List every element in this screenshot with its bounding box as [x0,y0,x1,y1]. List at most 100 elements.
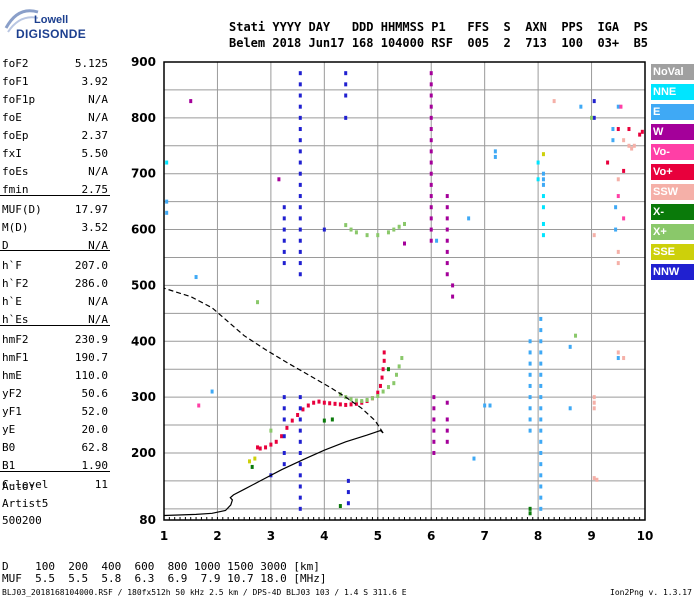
data-point [539,361,543,366]
data-point [210,389,214,394]
param-he: h`E N/A [2,295,108,308]
data-point [467,216,471,221]
data-point [338,402,342,407]
data-point [282,227,286,232]
param-name: MUF(D) [2,203,42,216]
param-value: 190.7 [74,351,108,364]
data-point [282,216,286,221]
data-point [365,397,369,402]
param-mufd: MUF(D) 17.97 [2,203,108,216]
data-point [528,361,532,366]
data-point [298,484,302,489]
data-point [568,406,572,411]
data-point [539,372,543,377]
auto-version: 500200 [2,514,42,527]
param-foep: foEp 2.37 [2,129,108,142]
data-point [592,395,596,400]
x-tick-label: 4 [320,529,328,543]
data-point [382,358,386,363]
data-point [298,127,302,132]
param-name: fxI [2,147,22,160]
data-point [614,205,618,210]
param-fof1: foF1 3.92 [2,75,109,88]
param-value: 3.52 [81,221,109,234]
param-hme: hmE 110.0 [2,369,108,382]
data-point [539,506,543,511]
data-point [627,143,631,148]
data-point [539,484,543,489]
data-point [282,249,286,254]
data-point [445,417,449,422]
param-value: N/A [88,111,108,124]
param-separator [0,471,110,472]
param-value: 5.125 [74,57,108,70]
data-point [322,227,326,232]
data-point [429,138,433,143]
data-point [269,442,273,447]
legend-sse: SSE [651,244,694,260]
data-point [312,400,316,405]
logo-text-top: Lowell [34,14,69,26]
data-point [616,249,620,254]
data-point [344,402,348,407]
data-point [282,238,286,243]
legend-w: W [651,124,694,140]
data-point [381,367,385,372]
data-point [298,395,302,400]
data-point [298,439,302,444]
data-point [282,395,286,400]
param-hf: h`F 207.0 [2,259,108,272]
param-value: 3.92 [81,75,109,88]
data-point [256,445,260,450]
data-point [541,182,545,187]
data-point [376,394,380,399]
data-point [298,205,302,210]
data-point [592,233,596,238]
data-point [298,115,302,120]
param-value: N/A [88,239,108,252]
param-value: 230.9 [74,333,108,346]
data-point [541,177,545,182]
data-point [296,412,300,417]
data-point [298,82,302,87]
data-point [429,82,433,87]
data-point [445,227,449,232]
param-foe: foE N/A [2,111,108,124]
data-point [298,171,302,176]
data-point [392,381,396,386]
param-hf2: h`F2 286.0 [2,277,108,290]
data-point [298,182,302,187]
distance-row: D 100 200 400 600 800 1000 1500 3000 [km… [2,560,320,573]
data-point [432,395,436,400]
data-point [346,490,350,495]
data-point [539,428,543,433]
data-point [429,93,433,98]
data-point [445,194,449,199]
data-point [493,149,497,154]
data-point [328,401,332,406]
data-point [298,93,302,98]
data-point [429,238,433,243]
legend-vo: Vo+ [651,164,694,180]
data-point [451,283,455,288]
data-point [539,339,543,344]
profile-line [163,429,384,517]
data-point [344,223,348,228]
data-point [616,356,620,361]
data-point [432,428,436,433]
param-name: yE [2,423,16,436]
param-name: M(D) [2,221,29,234]
param-name: foEs [2,165,29,178]
param-name: foE [2,111,22,124]
data-point [322,418,326,423]
data-point [611,138,615,143]
data-point [298,450,302,455]
data-point [298,149,302,154]
param-name: h`E [2,295,22,308]
data-point [429,171,433,176]
data-point [528,350,532,355]
data-point [483,403,487,408]
data-point [528,406,532,411]
data-point [344,93,348,98]
legend-nnw: NNW [651,264,694,280]
